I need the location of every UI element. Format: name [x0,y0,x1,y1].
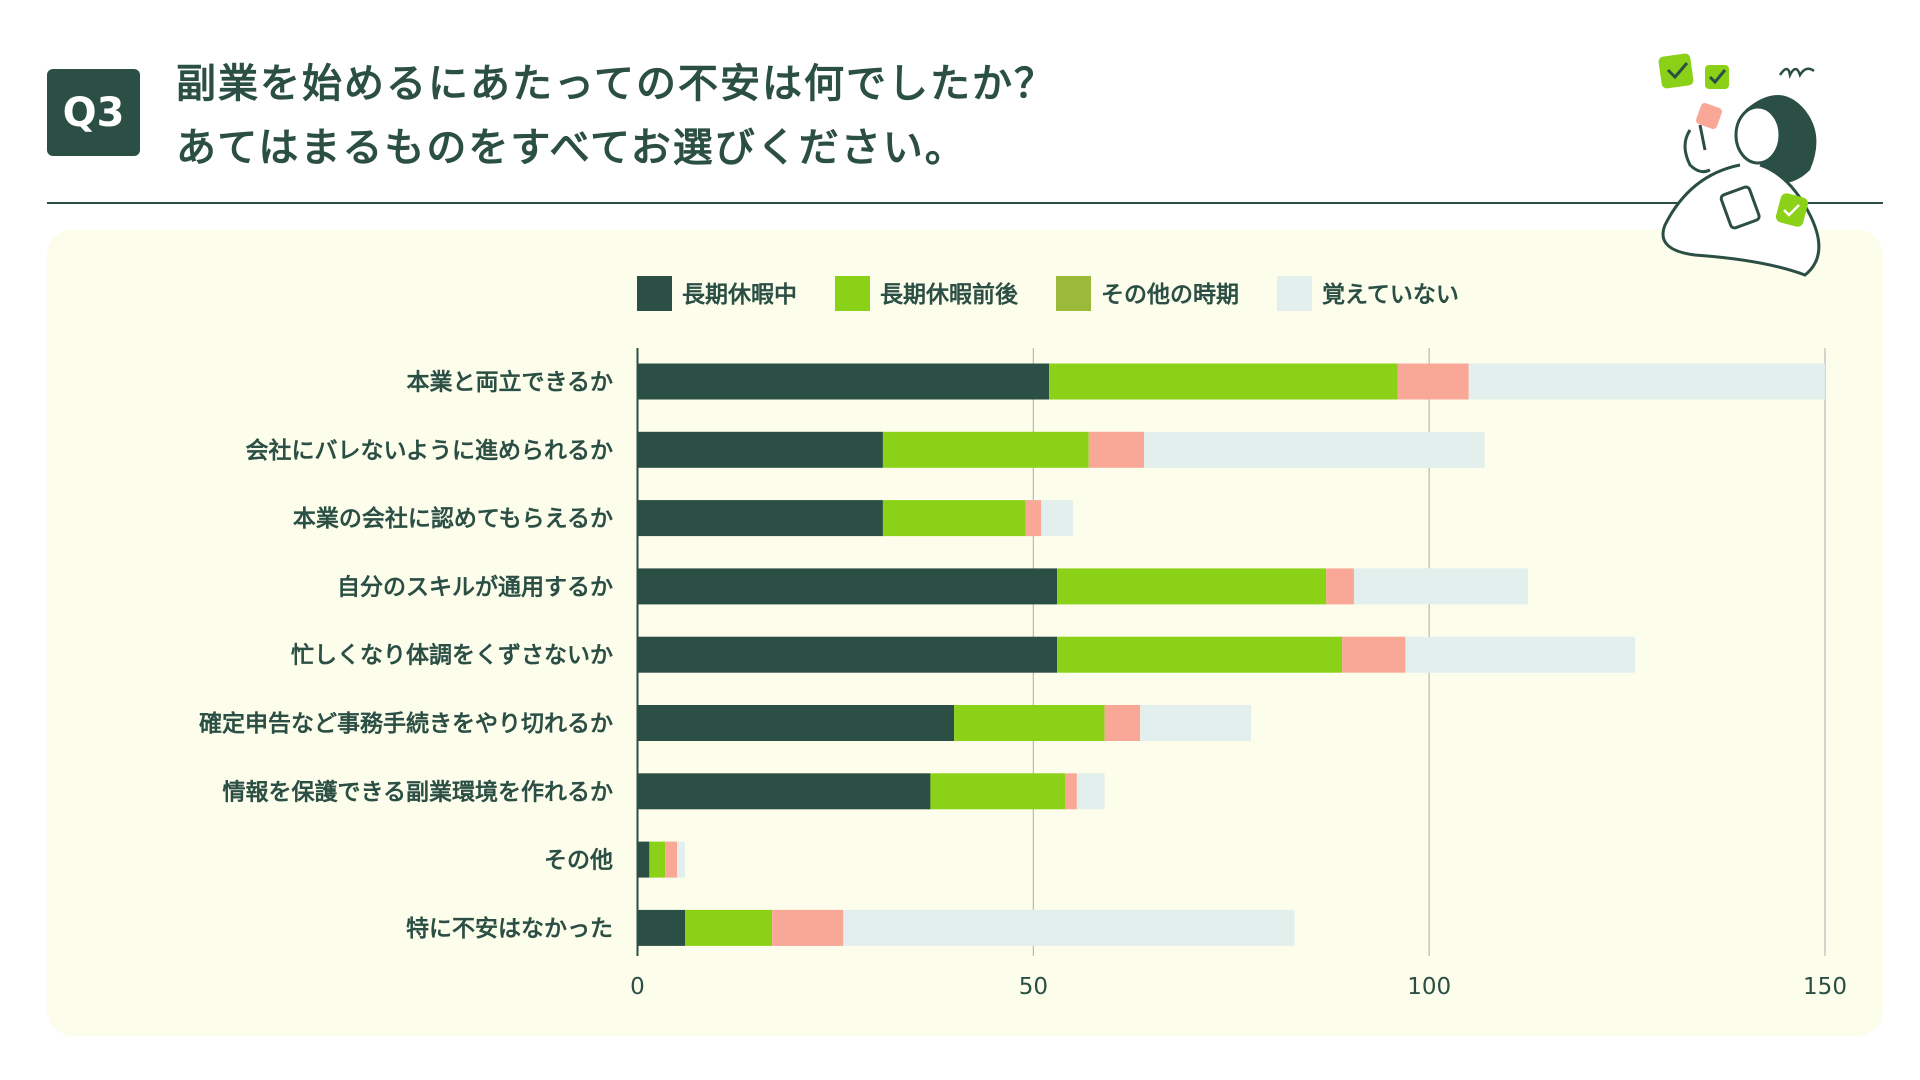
question-badge: Q3 [47,69,140,156]
worried-woman-illustration [1658,53,1821,277]
bar-segment-2 [685,909,773,946]
legend-swatch [1277,276,1312,311]
bar-segment-3 [665,841,678,878]
bar-segment-4 [1468,363,1825,400]
bar-segment-3 [1326,568,1354,605]
legend-label: その他の時期 [1101,282,1239,308]
bar-segment-4 [1144,431,1485,468]
title-line-1: 副業を始めるにあたっての不安は何でしたか？ [176,61,1056,107]
bar-segment-2 [882,500,1026,537]
legend-swatch [835,276,870,311]
x-tick-label: 0 [630,974,645,1000]
bar-segment-2 [954,705,1105,741]
bar-segment-3 [1104,705,1141,741]
bar-segment-4 [1405,636,1635,673]
title-line-2: あてはまるものをすべてお選びください。 [176,125,967,171]
bar-segment-4 [677,841,685,878]
bar-segment-3 [1088,431,1145,468]
bar-segment-2 [1057,568,1327,605]
bar-segment-4 [1353,568,1529,605]
bar-segment-4 [1041,500,1073,537]
category-label: 特に不安はなかった [406,915,613,942]
x-tick-label: 100 [1407,974,1451,1000]
bar-segment-3 [1397,363,1469,400]
bar-segment-3 [1065,773,1077,810]
category-label: 会社にバレないように進められるか [245,437,613,464]
legend-label: 覚えていない [1322,282,1459,308]
bar-segment-3 [772,909,844,946]
bar-segment-2 [930,773,1065,810]
category-label: 本業の会社に認めてもらえるか [293,505,613,532]
bar-segment-1 [637,568,1058,605]
bar-segment-2 [1057,636,1343,673]
bar-segment-1 [637,773,931,810]
bar-segment-2 [1049,363,1398,400]
bar-segment-1 [637,909,685,946]
category-label: 情報を保護できる副業環境を作れるか [222,778,613,805]
category-label: 確定申告など事務手続きをやり切れるか [199,710,613,737]
legend-swatch [1056,276,1091,311]
bar-segment-2 [882,431,1089,468]
bar-segment-1 [637,363,1050,400]
page-title: 副業を始めるにあたっての不安は何でしたか？ あてはまるものをすべてお選びください… [176,52,1056,180]
bar-segment-4 [843,909,1295,946]
legend-label: 長期休暇前後 [880,281,1019,308]
bar-segment-1 [637,500,883,537]
legend-label: 長期休暇中 [682,282,797,308]
bar-segment-1 [637,841,650,878]
x-tick-label: 50 [1019,974,1048,1000]
divider [47,202,1883,204]
category-label: 本業と両立できるか [406,369,613,396]
x-tick-label: 150 [1803,974,1847,1000]
bar-segment-4 [1076,773,1105,810]
bar-segment-3 [1025,500,1042,537]
bar-segment-4 [1140,705,1252,741]
category-label: 忙しくなり体調をくずさないか [291,642,613,669]
legend-swatch [637,276,672,311]
bar-segment-1 [637,431,883,468]
category-label: その他 [544,848,613,874]
bar-segment-3 [1342,636,1406,673]
bar-segment-1 [637,636,1058,673]
category-label: 自分のスキルが通用するか [337,573,613,600]
bar-segment-2 [649,841,666,878]
bar-segment-1 [637,705,955,741]
